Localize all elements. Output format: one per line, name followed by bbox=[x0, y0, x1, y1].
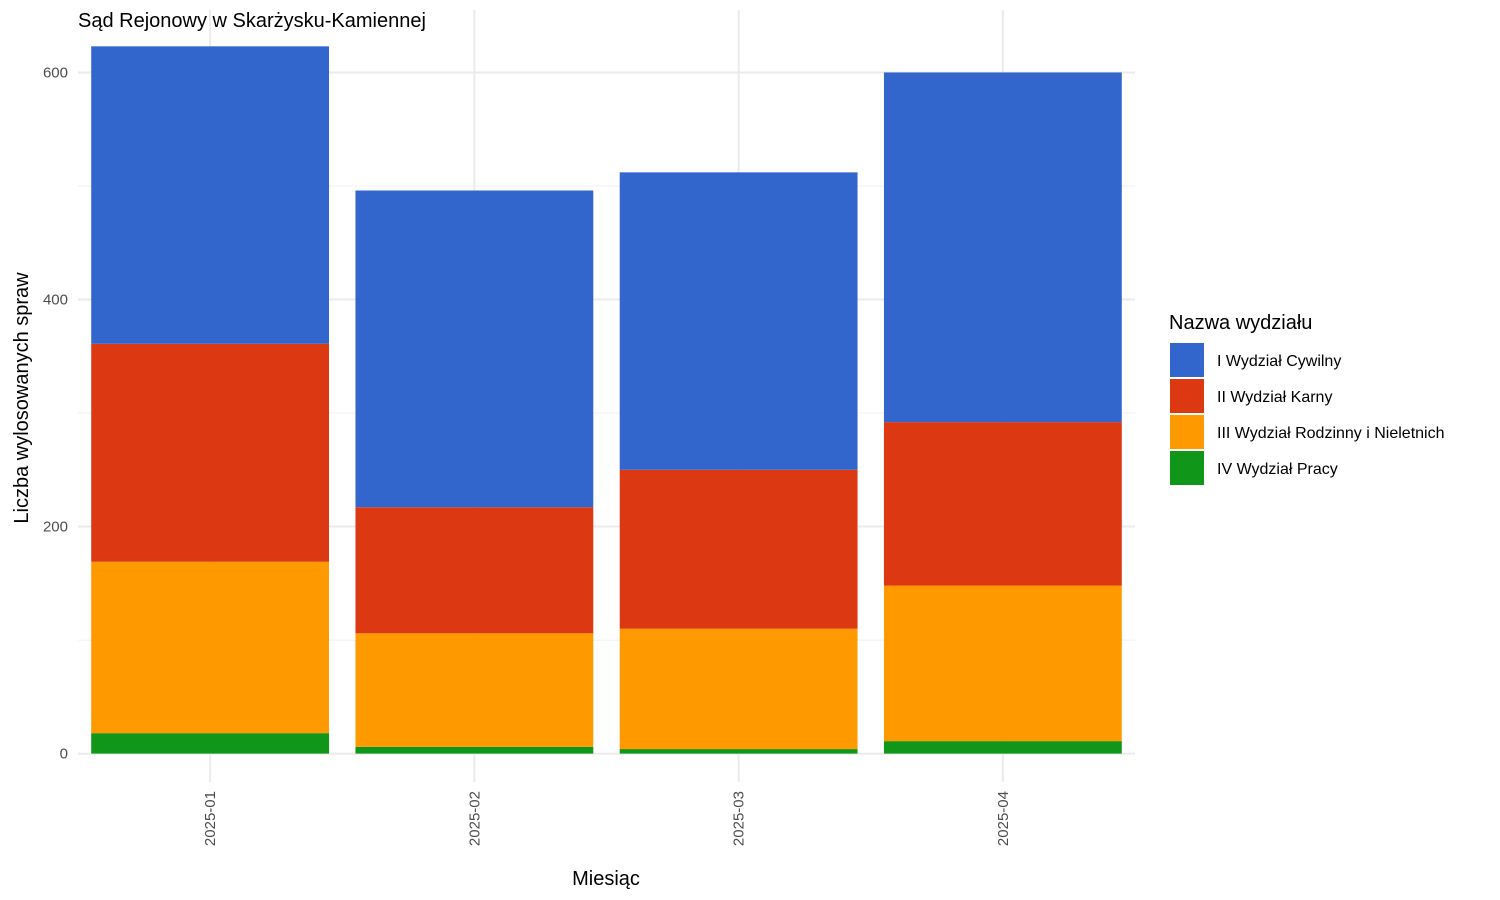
y-tick-label: 600 bbox=[43, 64, 68, 81]
x-tick-label: 2025-04 bbox=[995, 791, 1012, 846]
legend-key bbox=[1170, 343, 1204, 377]
x-tick-label: 2025-01 bbox=[202, 791, 219, 846]
axes: 0 200 400 600 2025-01 2025-02 2025-03 2025-04 bbox=[43, 64, 1012, 846]
bar-segment bbox=[619, 469, 858, 629]
bar-segment bbox=[355, 190, 594, 508]
bar-segment bbox=[355, 746, 594, 754]
legend-title: Nazwa wydziału bbox=[1169, 312, 1312, 334]
legend-label: IV Wydział Pracy bbox=[1217, 461, 1338, 478]
legend-key bbox=[1170, 415, 1204, 449]
legend-label: III Wydział Rodzinny i Nieletnich bbox=[1217, 425, 1445, 442]
bar-segment bbox=[883, 585, 1122, 742]
x-tick-label: 2025-02 bbox=[466, 791, 483, 846]
y-tick-label: 0 bbox=[60, 746, 68, 763]
x-tick-label: 2025-03 bbox=[731, 791, 748, 846]
chart-title: Sąd Rejonowy w Skarżysku-Kamiennej bbox=[78, 10, 426, 32]
bars bbox=[91, 46, 1122, 754]
bar-segment bbox=[619, 628, 858, 750]
bar-segment bbox=[883, 72, 1122, 423]
bar-segment bbox=[883, 422, 1122, 586]
x-axis-title: Miesiąc bbox=[572, 868, 640, 890]
bar-segment bbox=[355, 633, 594, 747]
bar-segment bbox=[883, 741, 1122, 754]
bar-segment bbox=[619, 172, 858, 470]
bar-segment bbox=[355, 507, 594, 634]
bar-segment bbox=[91, 561, 330, 734]
y-axis-title: Liczba wylosowanych spraw bbox=[11, 272, 33, 524]
y-tick-label: 400 bbox=[43, 292, 68, 309]
bar-segment bbox=[619, 749, 858, 754]
legend: Nazwa wydziału I Wydział Cywilny II Wydzi… bbox=[1169, 312, 1445, 485]
bar-segment bbox=[91, 343, 330, 562]
legend-key bbox=[1170, 451, 1204, 485]
y-tick-label: 200 bbox=[43, 519, 68, 536]
legend-label: II Wydział Karny bbox=[1217, 389, 1332, 406]
legend-label: I Wydział Cywilny bbox=[1217, 353, 1341, 370]
bar-segment bbox=[91, 733, 330, 754]
bar-segment bbox=[91, 46, 330, 344]
legend-key bbox=[1170, 379, 1204, 413]
